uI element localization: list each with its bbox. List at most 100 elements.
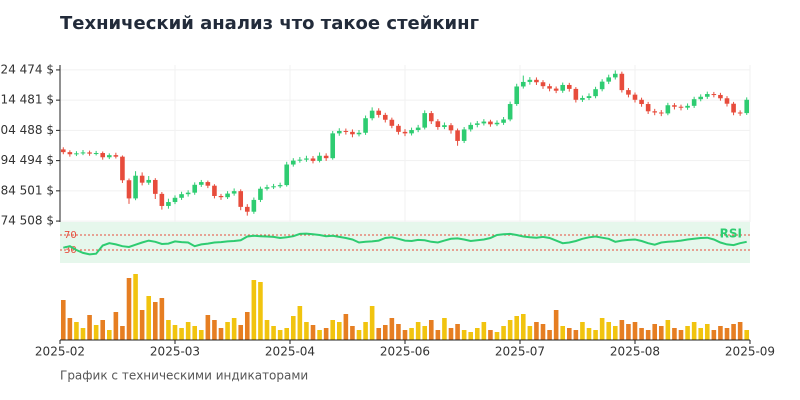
y-tick-label: 114 481 $ [0,93,54,107]
y-tick-label: 94 494 $ [1,153,54,167]
volume-bar [258,282,263,340]
candle-body [724,98,730,104]
candle-body [415,127,421,131]
candle-body [586,96,592,98]
volume-bar [553,310,559,340]
volume-bar [599,318,605,340]
candle-body [560,84,566,91]
candle-body [369,110,375,119]
volume-bar [731,324,736,340]
volume-bar [520,314,526,340]
candle-body [244,206,250,212]
volume-bar [665,320,671,340]
candle-body [133,175,138,199]
candle-body [363,118,368,133]
volume-bar [402,330,408,340]
volume-bar [612,326,618,340]
x-tick-label: 2025-06 [380,345,430,359]
volume-bar [205,315,211,340]
x-tick-label: 2025-09 [725,345,775,359]
volume-bar [685,326,690,340]
candle-body [146,179,152,183]
volume-bar [113,312,119,340]
rsi-band [60,222,750,263]
candle-body [474,123,480,125]
volume-bar [586,328,592,340]
candle-body [442,125,447,128]
candle-body [159,193,165,206]
candle-body [652,111,658,113]
volume-bar [146,296,152,340]
volume-bar [704,324,710,340]
volume-bar [271,326,276,340]
candle-body [691,99,697,106]
rsi-level-label: 70 [64,230,77,241]
volume-bar [218,328,224,340]
volume-bar [514,316,520,340]
volume-bar [724,328,730,340]
candle-body [284,164,290,186]
y-tick-label: 74 508 $ [1,214,54,228]
candle-body [310,158,316,161]
volume-bar [672,328,677,340]
y-tick-label: 124 474 $ [0,62,54,76]
candle-body [435,121,441,128]
candle-body [330,133,336,159]
candle-body [172,197,178,203]
candle-body [468,124,474,130]
candle-body [599,81,605,90]
candle-body [672,105,677,107]
volume-bar [264,320,270,340]
candle-body [205,182,211,186]
chart-caption: График с техническими индикаторами [60,369,308,383]
volume-bar [310,325,316,340]
volume-bar [396,324,401,340]
candle-body [428,113,434,122]
candle-body [547,86,552,89]
volume-bar [212,320,217,340]
volume-bar [290,316,296,340]
candle-body [632,94,638,100]
candle-body [87,152,92,154]
volume-bar [422,326,428,340]
candle-body [277,185,283,187]
candle-body [185,192,191,195]
volume-bar [330,320,336,340]
volume-bar [363,322,368,340]
candle-body [106,155,112,158]
candle-body [665,105,671,114]
volume-bar [481,322,487,340]
volume-bar [580,322,585,340]
candle-body [718,94,723,99]
volume-bar [645,330,651,340]
volume-bar [461,330,467,340]
candle-body [113,155,119,157]
volume-bar [691,322,697,340]
candle-body [461,129,467,141]
candle-body [60,149,66,153]
candle-body [455,130,460,141]
candle-body [251,199,257,212]
candle-body [100,153,106,158]
volume-bar [369,306,375,340]
volume-bar [317,330,322,340]
volume-bar [304,322,309,340]
candle-body [514,86,520,105]
candle-body [744,99,750,114]
volume-bar [652,324,658,340]
volume-bar [382,325,388,340]
volume-bar [139,310,145,340]
candle-body [580,97,585,100]
volume-bar [166,320,171,340]
candle-body [422,113,428,128]
volume-bar [547,330,552,340]
volume-bar [737,322,743,340]
volume-bar [409,328,414,340]
candle-body [658,112,664,114]
rsi-label: RSI [720,227,742,241]
candle-body [606,77,612,82]
candle-body [290,160,296,165]
candle-body [304,158,309,160]
volume-bar [244,312,250,340]
x-tick-label: 2025-04 [265,345,315,359]
